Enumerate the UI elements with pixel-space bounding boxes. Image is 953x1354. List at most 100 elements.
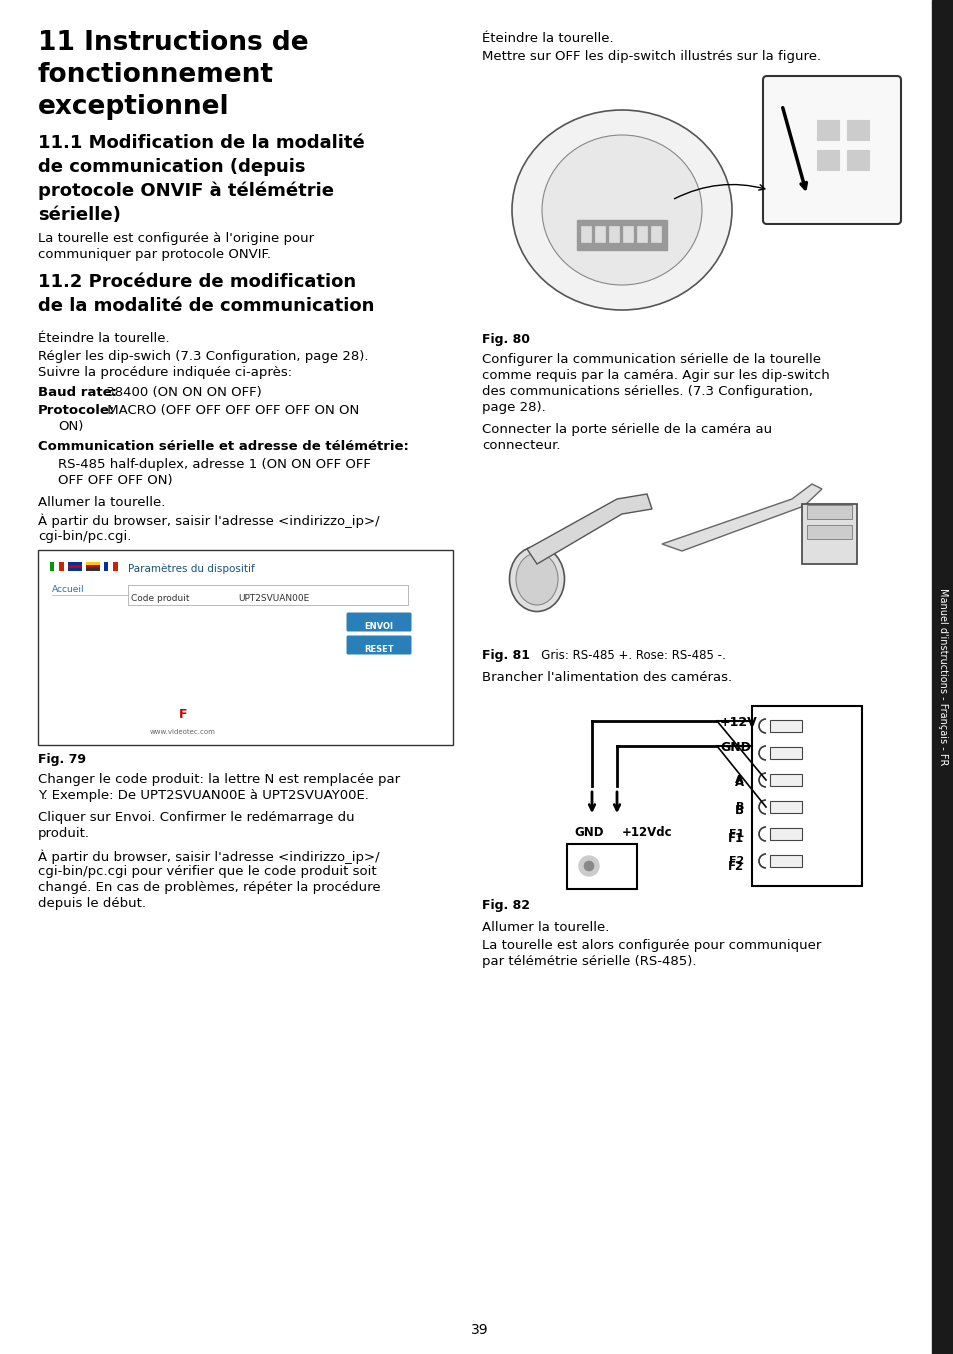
Text: Configurer la communication sérielle de la tourelle: Configurer la communication sérielle de … bbox=[481, 353, 821, 366]
Circle shape bbox=[583, 861, 594, 871]
Text: À partir du browser, saisir l'adresse <indirizzo_ip>/: À partir du browser, saisir l'adresse <i… bbox=[38, 515, 379, 528]
Text: des communications sérielles. (7.3 Configuration,: des communications sérielles. (7.3 Confi… bbox=[481, 385, 812, 398]
Text: F2: F2 bbox=[728, 856, 743, 867]
Bar bbox=[38, 550, 453, 745]
FancyBboxPatch shape bbox=[762, 76, 900, 223]
Text: A: A bbox=[735, 774, 743, 785]
Bar bbox=[86, 562, 100, 565]
Text: sérielle): sérielle) bbox=[38, 206, 121, 223]
Text: Allumer la tourelle.: Allumer la tourelle. bbox=[38, 496, 165, 509]
Text: RESET: RESET bbox=[364, 645, 394, 654]
Text: 39: 39 bbox=[471, 1323, 488, 1336]
Text: F2: F2 bbox=[727, 860, 743, 872]
Bar bbox=[806, 505, 851, 519]
Bar bbox=[50, 562, 54, 571]
Text: de la modalité de communication: de la modalité de communication bbox=[38, 297, 374, 315]
Bar bbox=[769, 774, 801, 787]
Text: ENVOI: ENVOI bbox=[364, 621, 393, 631]
Text: Baud rate:: Baud rate: bbox=[38, 386, 117, 399]
FancyBboxPatch shape bbox=[346, 612, 411, 631]
Bar bbox=[128, 585, 408, 605]
Bar bbox=[801, 504, 856, 565]
Text: cgi-bin/pc.cgi pour vérifier que le code produit soit: cgi-bin/pc.cgi pour vérifier que le code… bbox=[38, 865, 376, 877]
Text: +12Vdc: +12Vdc bbox=[621, 826, 672, 839]
Text: B: B bbox=[734, 803, 743, 816]
Bar bbox=[769, 829, 801, 839]
Polygon shape bbox=[661, 483, 821, 551]
Bar bbox=[577, 219, 666, 250]
Text: MACRO (OFF OFF OFF OFF OFF ON ON: MACRO (OFF OFF OFF OFF OFF ON ON bbox=[103, 403, 359, 417]
Text: page 28).: page 28). bbox=[481, 401, 545, 414]
Ellipse shape bbox=[516, 552, 558, 605]
Text: À partir du browser, saisir l'adresse <indirizzo_ip>/: À partir du browser, saisir l'adresse <i… bbox=[38, 849, 379, 864]
Text: exceptionnel: exceptionnel bbox=[38, 93, 230, 121]
Text: protocole ONVIF à télémétrie: protocole ONVIF à télémétrie bbox=[38, 181, 334, 200]
Bar bbox=[481, 459, 911, 645]
Bar bbox=[608, 226, 618, 242]
Text: Cliquer sur Envoi. Confirmer le redémarrage du: Cliquer sur Envoi. Confirmer le redémarr… bbox=[38, 811, 355, 825]
Text: connecteur.: connecteur. bbox=[481, 439, 560, 452]
Text: ON): ON) bbox=[58, 420, 83, 433]
Text: Paramètres du dispositif: Paramètres du dispositif bbox=[128, 563, 254, 574]
Bar bbox=[566, 844, 637, 890]
Text: Protocole:: Protocole: bbox=[38, 403, 115, 417]
Text: +12V: +12V bbox=[720, 716, 757, 728]
Text: GND: GND bbox=[720, 741, 750, 754]
Text: changé. En cas de problèmes, répéter la procédure: changé. En cas de problèmes, répéter la … bbox=[38, 881, 380, 894]
Text: Connecter la porte sérielle de la caméra au: Connecter la porte sérielle de la caméra… bbox=[481, 422, 771, 436]
Text: Éteindre la tourelle.: Éteindre la tourelle. bbox=[481, 32, 613, 45]
Text: Y. Exemple: De UPT2SVUAN00E à UPT2SVUAY00E.: Y. Exemple: De UPT2SVUAN00E à UPT2SVUAY0… bbox=[38, 789, 369, 802]
Text: 11.2 Procédure de modification: 11.2 Procédure de modification bbox=[38, 274, 355, 291]
Text: cgi-bin/pc.cgi.: cgi-bin/pc.cgi. bbox=[38, 529, 132, 543]
Bar bbox=[846, 121, 868, 139]
Ellipse shape bbox=[541, 135, 701, 284]
Bar bbox=[86, 567, 100, 571]
Text: depuis le début.: depuis le début. bbox=[38, 896, 146, 910]
Circle shape bbox=[578, 856, 598, 876]
Text: Régler les dip-swich (7.3 Configuration, page 28).: Régler les dip-swich (7.3 Configuration,… bbox=[38, 349, 368, 363]
Text: fonctionnement: fonctionnement bbox=[38, 62, 274, 88]
Bar bbox=[59, 562, 64, 571]
Bar bbox=[622, 226, 633, 242]
Bar bbox=[816, 150, 838, 171]
Bar bbox=[931, 0, 953, 1354]
Text: Brancher l'alimentation des caméras.: Brancher l'alimentation des caméras. bbox=[481, 672, 731, 684]
Bar bbox=[108, 562, 112, 571]
Bar bbox=[769, 747, 801, 760]
Text: Manuel d'instructions - Français - FR: Manuel d'instructions - Français - FR bbox=[937, 588, 947, 766]
Text: F1: F1 bbox=[727, 831, 743, 845]
Text: Fig. 80: Fig. 80 bbox=[481, 333, 530, 347]
Text: A: A bbox=[734, 776, 743, 788]
Text: Changer le code produit: la lettre N est remplacée par: Changer le code produit: la lettre N est… bbox=[38, 773, 399, 787]
FancyBboxPatch shape bbox=[346, 635, 411, 654]
Bar bbox=[769, 720, 801, 733]
Text: communiquer par protocole ONVIF.: communiquer par protocole ONVIF. bbox=[38, 248, 271, 261]
Bar bbox=[128, 585, 408, 605]
Text: F: F bbox=[178, 708, 187, 720]
Bar bbox=[481, 70, 911, 325]
Bar bbox=[846, 150, 868, 171]
Text: Fig. 81: Fig. 81 bbox=[481, 649, 530, 662]
Text: Fig. 82: Fig. 82 bbox=[481, 899, 530, 913]
Bar bbox=[769, 802, 801, 812]
Text: RS-485 half-duplex, adresse 1 (ON ON OFF OFF: RS-485 half-duplex, adresse 1 (ON ON OFF… bbox=[58, 458, 371, 471]
Bar bbox=[637, 226, 646, 242]
Ellipse shape bbox=[512, 110, 731, 310]
Bar bbox=[806, 525, 851, 539]
Circle shape bbox=[172, 705, 193, 724]
Text: Code produit: Code produit bbox=[131, 594, 190, 603]
Bar bbox=[816, 121, 838, 139]
Text: B: B bbox=[735, 802, 743, 812]
Text: comme requis par la caméra. Agir sur les dip-switch: comme requis par la caméra. Agir sur les… bbox=[481, 370, 829, 382]
Bar bbox=[751, 705, 862, 886]
Text: Mettre sur OFF les dip-switch illustrés sur la figure.: Mettre sur OFF les dip-switch illustrés … bbox=[481, 50, 821, 64]
Bar bbox=[86, 565, 100, 567]
Text: F1: F1 bbox=[728, 829, 743, 839]
Text: www.videotec.com: www.videotec.com bbox=[150, 728, 215, 735]
Text: Accueil: Accueil bbox=[52, 585, 85, 594]
Text: GND: GND bbox=[574, 826, 603, 839]
Bar bbox=[595, 226, 604, 242]
Text: OFF OFF OFF ON): OFF OFF OFF ON) bbox=[58, 474, 172, 487]
Text: produit.: produit. bbox=[38, 827, 90, 839]
Bar bbox=[54, 562, 58, 571]
